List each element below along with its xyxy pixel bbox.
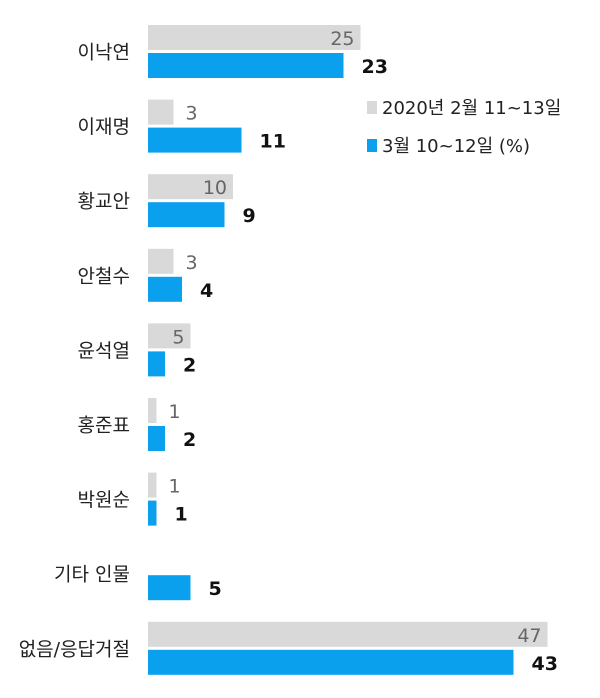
category-label: 윤석열 xyxy=(78,340,130,362)
data-label-series-2: 2 xyxy=(183,429,196,451)
bar-series-2 xyxy=(148,500,157,526)
category-label: 홍준표 xyxy=(78,415,130,437)
category-label: 이재명 xyxy=(78,116,130,138)
category-label: 기타 인물 xyxy=(54,564,130,586)
legend-label-series-1: 2020년 2월 11~13일 xyxy=(382,98,561,119)
bar-series-2 xyxy=(148,276,182,302)
legend-swatch-series-2 xyxy=(367,139,377,152)
data-label-series-1: 25 xyxy=(330,28,354,50)
data-label-series-1: 47 xyxy=(517,625,541,647)
data-label-series-2: 1 xyxy=(175,504,188,526)
bar-series-2 xyxy=(148,649,514,675)
category-label: 황교안 xyxy=(78,191,130,213)
bar-series-1 xyxy=(148,398,157,423)
bar-series-1 xyxy=(148,621,548,647)
bar-series-1 xyxy=(148,472,157,498)
data-label-series-1: 3 xyxy=(186,103,198,125)
bar-series-1 xyxy=(148,248,174,274)
data-label-series-1: 1 xyxy=(169,401,181,423)
data-label-series-1: 5 xyxy=(172,326,184,348)
bar-series-2 xyxy=(148,127,242,153)
bar-series-2 xyxy=(148,575,191,601)
bar-series-2 xyxy=(148,53,344,78)
legend-label-series-2: 3월 10~12일 (%) xyxy=(382,136,530,157)
category-label: 이낙연 xyxy=(78,42,130,64)
legend-swatch-series-1 xyxy=(367,101,377,114)
category-label: 없음/응답거절 xyxy=(19,638,130,660)
category-label: 안철수 xyxy=(78,265,130,287)
legend: 2020년 2월 11~13일 3월 10~12일 (%) xyxy=(367,98,561,157)
bar-series-2 xyxy=(148,202,225,228)
data-label-series-2: 11 xyxy=(260,131,286,153)
bar-series-1 xyxy=(148,25,361,50)
bar-series-1 xyxy=(148,99,174,125)
data-label-series-1: 1 xyxy=(169,476,181,498)
bar-series-2 xyxy=(148,426,165,451)
data-label-series-2: 5 xyxy=(209,578,222,600)
bar-series-1 xyxy=(148,323,191,349)
data-label-series-2: 4 xyxy=(200,280,213,302)
data-label-series-2: 9 xyxy=(243,205,256,227)
category-label: 박원순 xyxy=(78,489,130,511)
bars-group: 이낙연2523이재명311황교안109안철수34윤석열52홍준표12박원순11기… xyxy=(19,25,558,675)
data-label-series-2: 2 xyxy=(183,354,196,376)
data-label-series-2: 43 xyxy=(532,653,558,675)
bar-series-1 xyxy=(148,174,233,200)
data-label-series-2: 23 xyxy=(362,56,388,78)
bar-series-2 xyxy=(148,351,165,377)
data-label-series-1: 3 xyxy=(186,252,198,274)
data-label-series-1: 10 xyxy=(203,177,227,199)
